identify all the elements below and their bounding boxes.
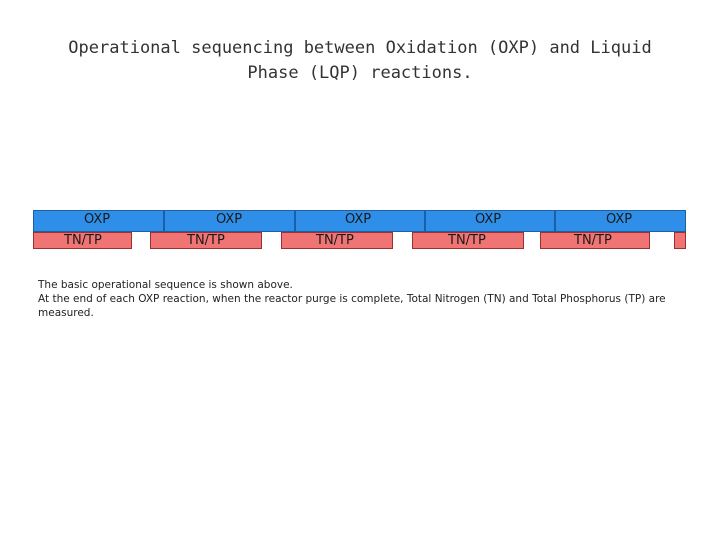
oxp-label-2: OXP [216,212,243,227]
tn-tp-block-2 [150,232,262,249]
note-line-1: The basic operational sequence is shown … [38,279,293,291]
tn-tp-label-1: TN/TP [64,233,102,248]
tn-tp-label-4: TN/TP [448,233,486,248]
tn-tp-block-4 [412,232,524,249]
tn-tp-label-3: TN/TP [316,233,354,248]
tn-tp-block-partial [674,232,686,249]
oxp-label-3: OXP [345,212,372,227]
tn-tp-label-2: TN/TP [187,233,225,248]
tn-tp-block-5 [540,232,650,249]
oxp-label-1: OXP [84,212,111,227]
oxp-label-4: OXP [475,212,502,227]
oxp-block-2 [164,210,295,232]
sequence-notes: The basic operational sequence is shown … [38,278,688,320]
oxp-block-3 [295,210,425,232]
tn-tp-block-3 [281,232,393,249]
tn-tp-block-1 [33,232,132,249]
oxp-label-5: OXP [606,212,633,227]
note-line-2: At the end of each OXP reaction, when th… [38,293,666,319]
tn-tp-label-5: TN/TP [574,233,612,248]
operational-sequence-timeline: OXP OXP OXP OXP OXP TN/TP TN/TP TN/TP TN… [0,0,720,260]
diagram-title: Operational sequencing between Oxidation… [68,38,652,83]
oxp-block-5 [555,210,686,232]
oxp-block-1 [33,210,164,232]
oxp-block-4 [425,210,555,232]
